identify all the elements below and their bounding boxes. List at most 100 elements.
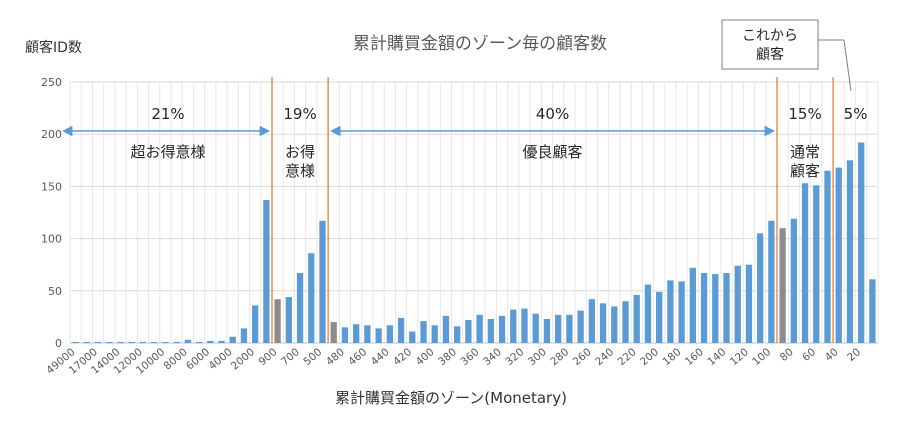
segment-label: 超お得意様	[130, 143, 205, 161]
x-tick-label: 2000	[229, 346, 257, 372]
bar	[94, 341, 102, 343]
x-tick-label: 260	[571, 346, 594, 368]
x-tick-label: 60	[800, 346, 818, 364]
bar	[599, 303, 607, 343]
bar	[218, 340, 225, 343]
x-tick-label: 160	[683, 346, 706, 368]
x-tick-label: 300	[526, 346, 549, 368]
bar	[151, 341, 158, 343]
bar	[375, 328, 382, 343]
callout-text: 顧客	[756, 46, 784, 63]
bar	[341, 327, 349, 343]
segment-label: 優良顧客	[523, 143, 583, 161]
bar	[700, 273, 708, 343]
bar	[106, 341, 113, 343]
bar	[195, 341, 203, 343]
bar	[296, 273, 304, 343]
bar	[252, 305, 259, 343]
bar	[72, 341, 79, 343]
x-tick-label: 280	[548, 346, 571, 368]
bar	[667, 280, 674, 343]
segment-percent: 15%	[788, 105, 821, 123]
bar	[240, 328, 248, 343]
x-tick-label: 480	[324, 346, 347, 368]
bar	[498, 315, 506, 343]
bar	[801, 183, 809, 343]
bar	[476, 314, 483, 343]
y-tick-label: 150	[41, 180, 62, 193]
y-tick-label: 200	[41, 128, 62, 141]
segment-percent: 21%	[151, 105, 184, 123]
bar	[465, 320, 472, 343]
bar	[858, 142, 865, 343]
bar	[353, 324, 360, 343]
bar	[487, 318, 494, 343]
bar	[285, 297, 292, 343]
bar	[577, 310, 584, 343]
bar	[644, 284, 652, 343]
bar	[117, 341, 124, 343]
bar	[555, 314, 562, 343]
bar	[420, 321, 427, 343]
callout-box	[721, 19, 819, 70]
x-tick-label: 120	[728, 346, 751, 368]
bar	[757, 233, 764, 343]
x-tick-label: 180	[660, 346, 683, 368]
bar	[824, 170, 831, 343]
x-tick-label: 340	[481, 346, 504, 368]
bar	[386, 325, 393, 343]
bar	[229, 336, 236, 343]
bar	[83, 341, 90, 343]
bar	[308, 253, 315, 343]
segment-percent: 5%	[844, 105, 868, 123]
x-tick-label: 200	[638, 346, 661, 368]
x-axis-label: 累計購買金額のゾーン(Monetary)	[335, 389, 567, 407]
y-tick-label: 250	[41, 76, 62, 89]
bar	[431, 325, 438, 343]
bar	[790, 218, 797, 343]
x-tick-label: 220	[616, 346, 639, 368]
bar	[207, 340, 214, 343]
gridlines	[69, 81, 879, 344]
bar	[510, 309, 517, 343]
bar	[633, 294, 640, 343]
y-axis-ticks: 0 50 100 150 200 250	[41, 76, 62, 350]
y-axis-label: 顧客ID数	[25, 39, 82, 56]
segment-percent: 19%	[283, 105, 316, 123]
bar	[319, 220, 326, 343]
y-tick-label: 0	[55, 337, 62, 350]
segment-dividers	[271, 77, 834, 343]
x-tick-label: 4000	[206, 346, 234, 372]
x-tick-label: 40	[823, 346, 841, 364]
bar	[139, 341, 147, 343]
bar	[397, 317, 405, 343]
bar	[745, 264, 753, 343]
x-tick-label: 900	[256, 346, 279, 368]
segment-label: 意様	[285, 162, 315, 180]
bar	[678, 281, 685, 343]
bar	[442, 315, 450, 343]
bar	[622, 301, 629, 343]
bar	[689, 267, 696, 343]
x-tick-label: 440	[369, 346, 392, 368]
bar	[184, 339, 191, 343]
bar	[779, 228, 786, 343]
segment-label: 通常	[790, 143, 820, 161]
bar	[173, 341, 180, 343]
bar	[330, 322, 337, 343]
x-tick-label: 500	[301, 346, 324, 368]
x-tick-label: 140	[705, 346, 728, 368]
bar	[454, 326, 461, 343]
chart-title: 累計購買金額のゾーン毎の顧客数	[353, 34, 607, 54]
bar	[566, 314, 573, 343]
bar	[723, 273, 730, 343]
bar	[543, 318, 551, 343]
bar	[588, 299, 595, 343]
bar	[611, 306, 618, 343]
bars	[72, 142, 876, 343]
x-tick-label: 380	[436, 346, 459, 368]
bar	[734, 265, 741, 343]
bar	[532, 313, 539, 343]
